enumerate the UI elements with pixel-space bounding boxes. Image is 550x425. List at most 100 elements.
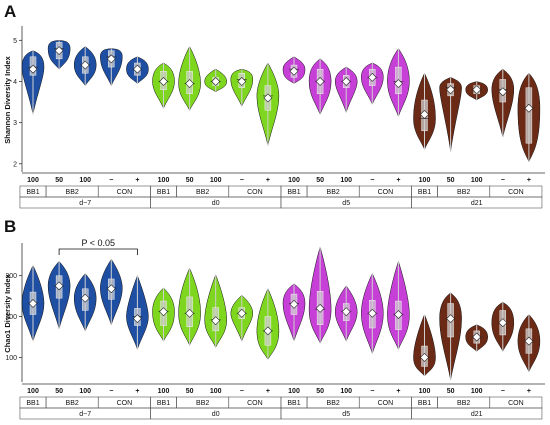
- treatment-label: BB1: [26, 400, 39, 407]
- treatment-label: BB1: [157, 189, 170, 196]
- treatment-label: BB2: [196, 189, 209, 196]
- mean-marker: [472, 332, 482, 342]
- mean-marker: [80, 293, 90, 303]
- dose-label: −: [240, 177, 244, 184]
- dose-label: −: [370, 177, 374, 184]
- mean-marker: [341, 307, 351, 317]
- dose-label: +: [396, 177, 400, 184]
- treatment-label: BB2: [196, 400, 209, 407]
- timepoint-label: d0: [212, 200, 220, 207]
- y-axis-label: Chao1 Diversity Index: [3, 273, 12, 352]
- mean-marker: [132, 64, 142, 74]
- y-tick-label: 2: [13, 161, 17, 168]
- dose-label: 100: [419, 177, 431, 184]
- treatment-label: BB1: [287, 189, 300, 196]
- dose-label: 50: [316, 388, 324, 395]
- dose-label: 50: [186, 388, 194, 395]
- timepoint-label: d21: [471, 200, 483, 207]
- mean-marker: [211, 77, 221, 86]
- dose-label: 50: [186, 177, 194, 184]
- y-tick-label: 4: [13, 79, 17, 86]
- timepoint-cell: [411, 407, 543, 420]
- dose-label: 100: [340, 388, 352, 395]
- mean-marker: [185, 308, 195, 318]
- mean-marker: [289, 66, 299, 76]
- dose-label: 50: [55, 388, 63, 395]
- timepoint-label: d5: [342, 411, 350, 418]
- treatment-label: BB2: [457, 189, 470, 196]
- mean-marker: [263, 326, 273, 336]
- dose-label: +: [266, 388, 270, 395]
- y-tick-label: 200: [5, 314, 17, 321]
- timepoint-label: d5: [342, 200, 350, 207]
- dose-label: +: [266, 177, 270, 184]
- mean-marker: [420, 353, 429, 362]
- treatment-label: BB1: [287, 400, 300, 407]
- dose-label: +: [135, 388, 139, 395]
- mean-marker: [367, 308, 377, 318]
- mean-marker: [159, 307, 168, 317]
- dose-label: +: [527, 177, 531, 184]
- treatment-label: BB1: [26, 189, 39, 196]
- mean-marker: [446, 314, 456, 324]
- timepoint-label: d−7: [79, 411, 91, 418]
- treatment-label: CON: [117, 400, 133, 407]
- dose-label: 50: [447, 177, 455, 184]
- dose-label: 100: [210, 388, 222, 395]
- treatment-label: BB2: [66, 189, 79, 196]
- dose-label: 100: [79, 388, 91, 395]
- mean-marker: [237, 77, 247, 86]
- mean-marker: [54, 46, 64, 56]
- mean-marker: [446, 85, 456, 95]
- mean-marker: [367, 72, 377, 82]
- mean-marker: [211, 316, 221, 326]
- mean-marker: [132, 314, 142, 324]
- dose-label: −: [501, 177, 505, 184]
- timepoint-label: d21: [471, 411, 483, 418]
- treatment-label: BB2: [327, 189, 340, 196]
- mean-marker: [341, 77, 351, 86]
- treatment-label: CON: [247, 189, 263, 196]
- treatment-label: CON: [117, 189, 133, 196]
- timepoint-label: d0: [212, 411, 220, 418]
- dose-label: −: [501, 388, 505, 395]
- dose-label: 100: [419, 388, 431, 395]
- mean-marker: [289, 299, 299, 309]
- treatment-label: BB2: [66, 400, 79, 407]
- dose-label: 50: [55, 177, 63, 184]
- mean-marker: [159, 77, 168, 86]
- dose-label: 100: [471, 388, 483, 395]
- mean-marker: [472, 85, 482, 95]
- mean-marker: [524, 103, 534, 113]
- dose-label: 100: [288, 388, 300, 395]
- treatment-label: CON: [247, 400, 263, 407]
- dose-label: 100: [158, 388, 170, 395]
- dose-label: −: [109, 388, 113, 395]
- mean-marker: [185, 79, 195, 88]
- mean-marker: [393, 79, 403, 88]
- dose-label: −: [370, 388, 374, 395]
- treatment-label: BB1: [157, 400, 170, 407]
- panel-a: A 2 3 4 5 Shannon Diversity Index 100 50 100 − +1…: [3, 2, 545, 209]
- mean-marker: [28, 64, 38, 74]
- mean-marker: [263, 93, 273, 103]
- mean-marker: [393, 310, 403, 319]
- panel-letter-b: B: [4, 217, 16, 236]
- dose-label: −: [109, 177, 113, 184]
- y-tick-label: 5: [13, 38, 17, 45]
- treatment-label: CON: [378, 400, 394, 407]
- y-tick-label: 3: [13, 120, 17, 127]
- dose-label: 50: [316, 177, 324, 184]
- dose-label: 100: [210, 177, 222, 184]
- mean-marker: [237, 308, 247, 318]
- dose-label: 50: [447, 388, 455, 395]
- mean-marker: [80, 60, 90, 70]
- mean-marker: [106, 54, 116, 64]
- panel-letter-a: A: [4, 2, 16, 21]
- y-axis-label: Shannon Diversity Index: [3, 55, 12, 143]
- dose-label: 100: [27, 177, 39, 184]
- dose-label: +: [135, 177, 139, 184]
- mean-marker: [106, 284, 116, 294]
